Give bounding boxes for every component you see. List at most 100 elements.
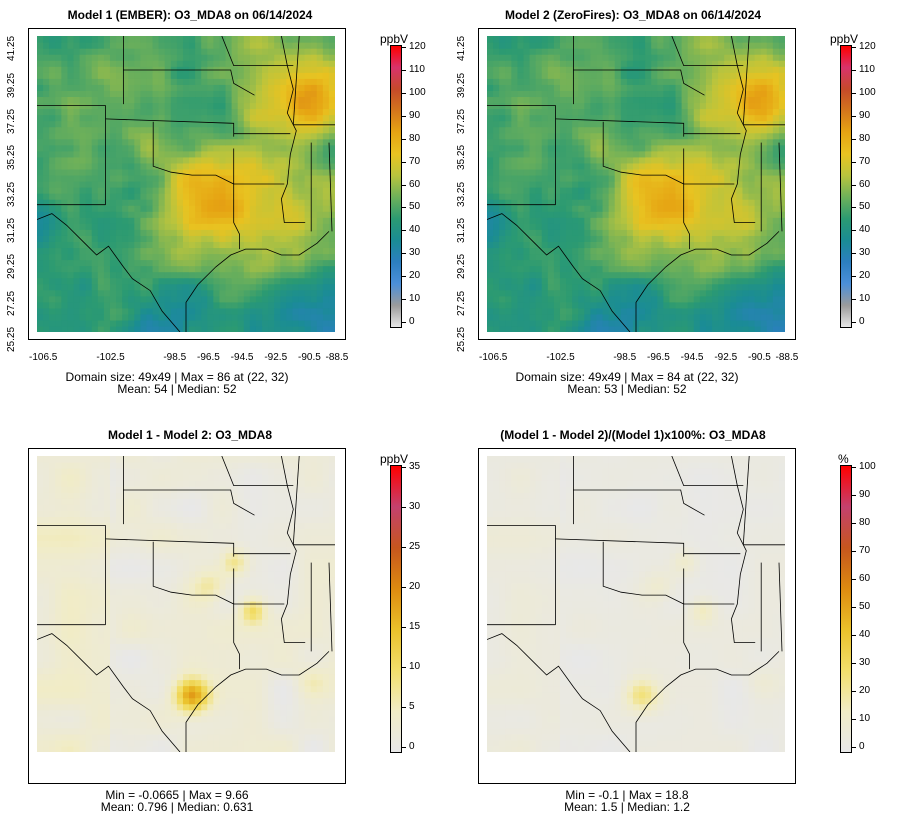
colorbar-tick-label: 120 xyxy=(859,41,876,52)
colorbar-tick-label: 80 xyxy=(859,132,871,144)
colorbar-tick xyxy=(852,747,856,748)
colorbar-tick xyxy=(852,322,856,323)
panel-difference: Model 1 - Model 2: O3_MDA8 Min = -0.0665… xyxy=(0,420,450,840)
colorbar-tick-label: 90 xyxy=(859,109,871,121)
state-boundary xyxy=(292,456,300,545)
state-boundary xyxy=(221,36,294,67)
colorbar-tick xyxy=(402,467,406,468)
stats-line-1: Domain size: 49x49 | Max = 86 at (22, 32… xyxy=(65,370,289,384)
colorbar-tick-label: 40 xyxy=(409,224,421,236)
colorbar-unit: ppbV xyxy=(380,452,409,466)
colorbar-tick xyxy=(402,747,406,748)
lat-tick-label: 25.25 xyxy=(6,326,17,352)
state-boundary xyxy=(683,568,691,670)
colorbar-tick-label: 40 xyxy=(859,224,871,236)
state-boundary xyxy=(730,456,756,643)
colorbar-unit: ppbV xyxy=(830,32,859,46)
colorbar-tick xyxy=(402,667,406,668)
colorbar-tick xyxy=(852,495,856,496)
colorbar-tick xyxy=(852,607,856,608)
colorbar-unit: ppbV xyxy=(380,32,409,46)
state-boundary xyxy=(730,36,756,223)
map-frame xyxy=(478,448,796,784)
lat-tick-label: 27.25 xyxy=(6,290,17,316)
state-boundary xyxy=(487,525,556,625)
colorbar xyxy=(840,45,852,328)
colorbar-tick-label: 50 xyxy=(859,601,871,612)
state-boundary xyxy=(152,121,234,185)
gridded-map xyxy=(487,456,785,752)
colorbar-tick-label: 20 xyxy=(859,270,871,282)
colorbar-tick xyxy=(402,161,406,163)
lon-tick-label: -98.5 xyxy=(163,352,187,363)
lon-tick-label: -106.5 xyxy=(28,352,58,363)
lat-tick-label: 37.25 xyxy=(6,109,17,135)
state-boundary xyxy=(185,651,330,752)
colorbar-tick-label: 0 xyxy=(409,316,415,327)
colorbar-tick xyxy=(402,707,406,708)
colorbar-tick xyxy=(402,47,406,48)
colorbar-tick xyxy=(852,467,856,468)
colorbar-tick-label: 30 xyxy=(859,247,871,259)
state-boundary xyxy=(221,456,294,487)
colorbar-unit: % xyxy=(838,452,849,466)
panel-model2: Model 2 (ZeroFires): O3_MDA8 on 06/14/20… xyxy=(450,0,900,420)
colorbar-tick xyxy=(402,115,406,117)
colorbar-tick-label: 0 xyxy=(859,316,865,327)
panel-title: Model 1 - Model 2: O3_MDA8 xyxy=(107,428,273,442)
colorbar-tick-label: 100 xyxy=(859,86,876,98)
colorbar-tick-label: 10 xyxy=(859,293,871,305)
map-frame xyxy=(28,28,346,340)
state-boundary xyxy=(328,562,333,652)
colorbar-tick xyxy=(852,138,856,140)
state-boundary xyxy=(123,69,255,96)
state-boundary xyxy=(37,105,106,205)
colorbar-tick-label: 70 xyxy=(859,155,871,167)
colorbar xyxy=(840,465,852,753)
state-boundary xyxy=(487,213,631,332)
state-boundary xyxy=(328,142,333,232)
colorbar-tick-label: 110 xyxy=(859,63,875,75)
colorbar-tick-label: 10 xyxy=(409,293,421,305)
colorbar-tick-label: 80 xyxy=(859,517,871,528)
lat-tick-label: 37.25 xyxy=(456,109,467,135)
lon-tick-label: -96.5 xyxy=(647,352,670,363)
stats-line-2: Mean: 54 | Median: 52 xyxy=(117,382,237,396)
state-boundary xyxy=(487,633,631,752)
colorbar-tick-label: 20 xyxy=(409,581,421,592)
lon-tick-label: -94.5 xyxy=(230,352,254,363)
colorbar-tick xyxy=(402,138,406,140)
state-boundary xyxy=(573,69,705,96)
stats-line-2: Mean: 53 | Median: 52 xyxy=(567,382,687,396)
colorbar-tick xyxy=(852,69,856,71)
state-boundary xyxy=(37,633,181,752)
lon-tick-label: -102.5 xyxy=(546,352,575,363)
state-boundary xyxy=(742,456,750,545)
colorbar-tick xyxy=(852,663,856,664)
lon-tick-label: -102.5 xyxy=(96,352,125,363)
panel-title: Model 1 (EMBER): O3_MDA8 on 06/14/2024 xyxy=(67,8,313,22)
lat-tick-label: 27.25 xyxy=(456,290,467,316)
state-boundary xyxy=(233,568,241,670)
stats-line-2: Mean: 1.5 | Median: 1.2 xyxy=(564,800,690,814)
colorbar-tick-label: 90 xyxy=(409,109,421,121)
colorbar-tick-label: 120 xyxy=(409,41,426,52)
state-boundary xyxy=(671,456,744,487)
colorbar-tick-label: 20 xyxy=(859,685,871,696)
state-boundary xyxy=(37,213,181,332)
lat-tick-label: 35.25 xyxy=(6,145,17,171)
lon-tick-label: -94.5 xyxy=(680,352,704,363)
lat-tick-label: 41.25 xyxy=(6,36,17,62)
colorbar-tick-label: 60 xyxy=(409,178,421,190)
colorbar-tick xyxy=(402,627,406,628)
colorbar-tick xyxy=(852,47,856,48)
map-frame xyxy=(28,448,346,784)
lon-tick-label: -92.5 xyxy=(714,352,738,363)
state-boundary xyxy=(123,489,255,516)
colorbar-tick-label: 80 xyxy=(409,132,421,144)
colorbar-tick-label: 30 xyxy=(409,247,421,259)
colorbar-tick xyxy=(402,322,406,323)
colorbar-tick xyxy=(852,184,856,186)
lon-tick-label: -98.5 xyxy=(613,352,637,363)
colorbar-tick xyxy=(852,299,856,301)
